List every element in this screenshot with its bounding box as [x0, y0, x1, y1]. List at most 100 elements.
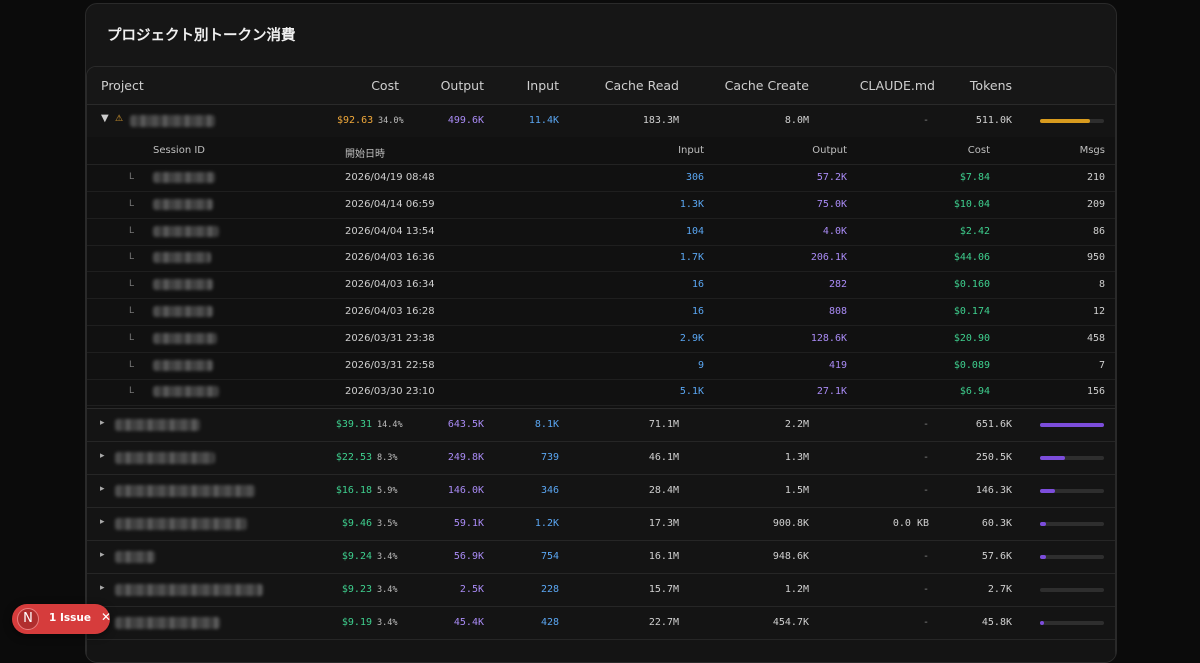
project-cost-pct: 3.4% [377, 552, 398, 562]
project-claude-md: - [922, 419, 929, 430]
session-id-redacted [153, 386, 219, 398]
header-project[interactable]: Project [101, 78, 144, 93]
session-start: 2026/03/31 23:38 [345, 332, 435, 344]
project-token-bar-fill [1040, 489, 1055, 493]
expand-arrow-icon[interactable]: ▸ [100, 517, 105, 527]
session-header-msgs: Msgs [1079, 145, 1105, 156]
expand-arrow-icon[interactable]: ▸ [100, 583, 105, 593]
tree-branch-icon: L [129, 198, 135, 209]
session-id-redacted [153, 225, 219, 237]
expand-arrow-icon[interactable]: ▸ [100, 484, 105, 494]
project-row[interactable]: ▸ $39.31 14.4% 643.5K 8.1K 71.1M 2.2M - 651.6K [87, 408, 1115, 442]
session-id-redacted [153, 359, 213, 371]
session-msgs: 8 [1098, 279, 1105, 291]
project-cost-pct: 3.4% [377, 585, 398, 595]
session-start: 2026/04/03 16:36 [345, 252, 435, 264]
tree-branch-icon: L [129, 225, 135, 236]
project-token-bar-fill [1040, 423, 1104, 427]
table-header: Project Cost Output Input Cache Read Cac… [87, 67, 1115, 105]
session-row[interactable]: L 2026/03/30 23:10 5.1K 27.1K $6.94 156 [87, 378, 1115, 407]
project-token-bar [1040, 456, 1104, 460]
issue-count-label[interactable]: 1 Issue [49, 612, 91, 624]
session-header-input: Input [678, 145, 704, 156]
next-logo-icon[interactable]: N [17, 608, 39, 630]
project-row[interactable]: ▸ $9.24 3.4% 56.9K 754 16.1M 948.6K - 57.6K [87, 540, 1115, 574]
project-token-bar-fill [1040, 456, 1065, 460]
session-row[interactable]: L 2026/03/31 23:38 2.9K 128.6K $20.90 458 [87, 325, 1115, 353]
session-msgs: 209 [1086, 198, 1105, 210]
session-row[interactable]: L 2026/04/03 16:28 16 808 $0.174 12 [87, 298, 1115, 326]
project-tokens: 651.6K [975, 419, 1012, 430]
project-input: 428 [540, 617, 559, 628]
collapse-arrow-icon[interactable]: ▼ [101, 113, 109, 124]
header-input[interactable]: Input [526, 78, 559, 93]
session-row[interactable]: L 2026/04/19 08:48 306 57.2K $7.84 210 [87, 164, 1115, 192]
session-cost: $0.174 [953, 306, 990, 317]
project-row-expanded[interactable]: ▼ ⚠ $92.63 34.0% 499.6K 11.4K 183.3M 8.0… [87, 104, 1115, 138]
session-row[interactable]: L 2026/04/03 16:34 16 282 $0.160 8 [87, 271, 1115, 300]
project-cost: $9.19 [341, 617, 372, 628]
project-cost-pct: 5.9% [377, 486, 398, 496]
session-row[interactable]: L 2026/04/03 16:36 1.7K 206.1K $44.06 950 [87, 244, 1115, 273]
project-output: 249.8K [447, 452, 484, 463]
project-row[interactable]: ▸ $16.18 5.9% 146.0K 346 28.4M 1.5M - 146.3K [87, 474, 1115, 508]
session-start: 2026/04/04 13:54 [345, 225, 435, 237]
expand-arrow-icon[interactable]: ▸ [100, 418, 105, 428]
project-output: 59.1K [453, 518, 484, 529]
tree-branch-icon: L [129, 306, 135, 316]
session-output: 4.0K [822, 225, 847, 237]
session-cost: $2.42 [959, 225, 990, 237]
project-row[interactable]: ▸ $22.53 8.3% 249.8K 739 46.1M 1.3M - 250.5K [87, 441, 1115, 475]
project-cache-read: 22.7M [648, 617, 679, 628]
project-name-redacted [130, 115, 215, 127]
expand-arrow-icon[interactable]: ▸ [100, 451, 105, 461]
session-row[interactable]: L 2026/04/14 06:59 1.3K 75.0K $10.04 209 [87, 191, 1115, 219]
project-input: 8.1K [534, 419, 559, 430]
session-cost: $0.160 [953, 279, 990, 291]
project-name-redacted [115, 485, 255, 497]
card-title: プロジェクト別トークン消費 [107, 28, 296, 44]
token-usage-card: プロジェクト別トークン消費 Project Cost Output Input … [85, 3, 1117, 663]
expand-arrow-icon[interactable]: ▸ [100, 550, 105, 560]
session-id-redacted [153, 332, 217, 344]
project-cache-create: 2.2M [784, 419, 809, 430]
project-name-redacted [115, 452, 215, 464]
project-cache-read: 46.1M [648, 452, 679, 463]
session-row[interactable]: L 2026/04/04 13:54 104 4.0K $2.42 86 [87, 218, 1115, 246]
session-cost: $6.94 [959, 386, 990, 398]
session-row[interactable]: L 2026/03/31 22:58 9 419 $0.089 7 [87, 352, 1115, 380]
header-cache-create[interactable]: Cache Create [724, 78, 809, 93]
project-cost: $9.23 [341, 584, 372, 595]
session-msgs: 458 [1086, 332, 1105, 344]
project-input: 346 [540, 485, 559, 496]
session-msgs: 86 [1092, 225, 1105, 237]
header-tokens[interactable]: Tokens [969, 78, 1012, 93]
session-start: 2026/03/31 22:58 [345, 359, 435, 371]
header-output[interactable]: Output [440, 78, 484, 93]
header-claude-md[interactable]: CLAUDE.md [859, 78, 935, 93]
close-icon[interactable]: ✕ [101, 610, 112, 624]
session-msgs: 7 [1098, 359, 1105, 371]
project-cost: $9.46 [341, 518, 372, 529]
project-cache-read: 28.4M [648, 485, 679, 496]
session-cost: $7.84 [959, 172, 990, 183]
header-cost[interactable]: Cost [371, 78, 399, 93]
tree-branch-icon: L [129, 279, 135, 290]
session-cost: $10.04 [953, 198, 990, 210]
session-output: 206.1K [810, 252, 847, 264]
project-name-redacted [115, 419, 200, 431]
header-cache-read[interactable]: Cache Read [604, 78, 679, 93]
session-header-cost: Cost [967, 145, 990, 156]
session-output: 419 [828, 359, 847, 371]
session-output: 27.1K [816, 386, 847, 398]
project-row[interactable]: ▸ $9.46 3.5% 59.1K 1.2K 17.3M 900.8K 0.0 KB 60.3… [87, 507, 1115, 541]
project-cache-create: 1.3M [784, 452, 809, 463]
project-row[interactable]: ▸ $9.23 3.4% 2.5K 228 15.7M 1.2M - 2.7K [87, 573, 1115, 607]
session-header: Session ID 開始日時 Input Output Cost Msgs [87, 137, 1115, 165]
session-start: 2026/03/30 23:10 [345, 386, 435, 398]
project-claude-md: - [922, 551, 929, 562]
session-input: 1.7K [679, 252, 704, 264]
issue-badge[interactable]: N 1 Issue ✕ [12, 604, 112, 634]
tree-branch-icon: L [129, 252, 135, 263]
